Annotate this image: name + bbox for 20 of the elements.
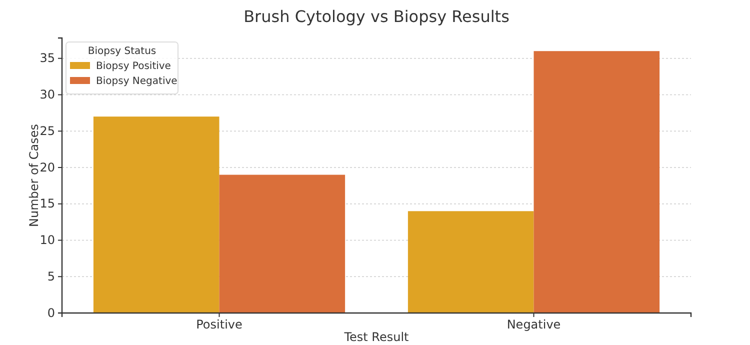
y-tick-label: 0 <box>47 306 55 320</box>
legend-title: Biopsy Status <box>88 46 156 57</box>
y-tick-label: 35 <box>40 51 55 66</box>
legend-label: Biopsy Positive <box>96 61 171 72</box>
chart-title: Brush Cytology vs Biopsy Results <box>244 7 510 26</box>
y-tick-label: 20 <box>40 160 55 174</box>
bar <box>534 51 660 313</box>
x-axis-title: Test Result <box>343 330 410 344</box>
x-tick-label: Negative <box>506 318 561 332</box>
y-tick-label: 25 <box>40 124 55 138</box>
legend-label: Biopsy Negative <box>96 76 178 87</box>
y-tick-label: 15 <box>40 196 55 211</box>
x-tick-label: Positive <box>196 318 242 332</box>
y-tick-label: 5 <box>47 269 55 284</box>
bar <box>219 174 346 313</box>
bar <box>93 116 220 313</box>
y-tick-label: 10 <box>40 233 55 248</box>
y-axis-title: Number of Cases <box>27 124 41 228</box>
y-tick-label: 30 <box>40 88 55 102</box>
bar <box>408 211 534 313</box>
